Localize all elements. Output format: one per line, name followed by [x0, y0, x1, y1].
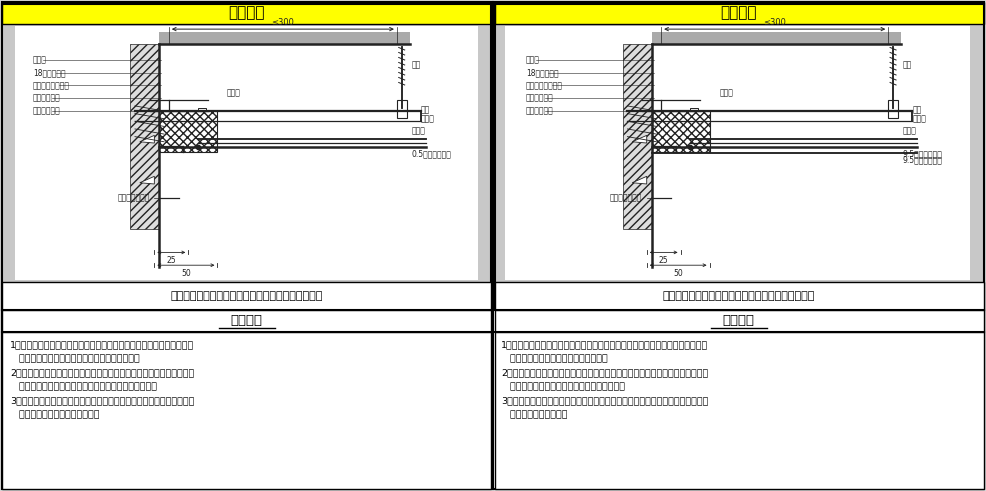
Bar [2, 2, 491, 24]
Bar [622, 45, 652, 229]
Bar [888, 100, 898, 118]
Bar [396, 100, 406, 118]
Polygon shape [632, 176, 647, 184]
Text: 边龙骨: 边龙骨 [719, 88, 733, 98]
Text: 边龙骨: 边龙骨 [227, 88, 241, 98]
Bar [652, 111, 710, 152]
Bar [495, 4, 984, 310]
Text: 0.5厚纸面石膏板: 0.5厚纸面石膏板 [411, 149, 452, 158]
Text: 补，石膏线条与石膏板连接处使用绷带加强；: 补，石膏线条与石膏板连接处使用绷带加强； [501, 382, 625, 391]
Text: 直接施工涂料: 直接施工涂料 [526, 107, 554, 115]
Text: 9.5厚纸面石膏板: 9.5厚纸面石膏板 [903, 155, 943, 164]
Text: 表面不做粉刷: 表面不做粉刷 [34, 94, 61, 103]
Text: 主龙骨: 主龙骨 [421, 115, 435, 124]
Bar [495, 310, 984, 332]
Text: 单层石膏板吊顶与涂料、壁纸墙面处凹槽做法（一）: 单层石膏板吊顶与涂料、壁纸墙面处凹槽做法（一） [171, 291, 322, 301]
Text: 节点详图: 节点详图 [228, 5, 265, 21]
Text: 直接施工涂料: 直接施工涂料 [34, 107, 61, 115]
Text: 木龙骨: 木龙骨 [526, 55, 540, 64]
Text: 3、细木工板基层不与石膏线条紧触部位涂刷防火涂料，使用地板钉固定: 3、细木工板基层不与石膏线条紧触部位涂刷防火涂料，使用地板钉固定 [10, 396, 194, 405]
Bar [198, 108, 206, 118]
Text: 定制高级石膏线条: 定制高级石膏线条 [526, 81, 563, 90]
Text: 双层石膏板吊顶与涂料、壁纸墙面处凹槽做法（二）: 双层石膏板吊顶与涂料、壁纸墙面处凹槽做法（二） [663, 291, 814, 301]
Text: 木枕必须防腐液浸泡。: 木枕必须防腐液浸泡。 [501, 410, 568, 419]
Text: 3、细木工板基层不与石膏线条紧触部位涂刷防火涂料，使用地板钉固定在墙面，: 3、细木工板基层不与石膏线条紧触部位涂刷防火涂料，使用地板钉固定在墙面， [501, 396, 708, 405]
Text: 1、石膏线条成品一定要求使用椿石膏粉制作的商品质石膏线条，确保石膏线条不: 1、石膏线条成品一定要求使用椿石膏粉制作的商品质石膏线条，确保石膏线条不 [501, 340, 708, 349]
Text: 9.5厚纸面石膏板: 9.5厚纸面石膏板 [903, 149, 943, 158]
Text: ≤300: ≤300 [763, 18, 786, 27]
Bar [495, 332, 984, 489]
Bar [652, 32, 901, 45]
Polygon shape [140, 136, 155, 143]
Text: 室内墙体完成面: 室内墙体完成面 [609, 193, 642, 203]
Bar [495, 282, 984, 310]
Text: 1、石膏线条成品一定要求使用椿石膏粉制作的商品质石膏线条，确保石: 1、石膏线条成品一定要求使用椿石膏粉制作的商品质石膏线条，确保石 [10, 340, 194, 349]
Text: 主龙骨: 主龙骨 [912, 115, 926, 124]
Bar [495, 2, 984, 24]
Text: 定制高级石膏线条: 定制高级石膏线条 [34, 81, 70, 90]
Text: 部打磨修补，石膏线条与石膏板连接处使用绷带加强；: 部打磨修补，石膏线条与石膏板连接处使用绷带加强； [10, 382, 157, 391]
Text: 50: 50 [673, 269, 683, 278]
Text: 2、石膏线条使用粘结石膏粘贴在细木工板基层上，接口及转角处进行局: 2、石膏线条使用粘结石膏粘贴在细木工板基层上，接口及转角处进行局 [10, 368, 194, 377]
Text: 室内墙体完成面: 室内墙体完成面 [117, 193, 150, 203]
Text: 50: 50 [181, 269, 190, 278]
Bar [159, 111, 217, 152]
Text: 节点详图: 节点详图 [720, 5, 756, 21]
Bar [159, 32, 410, 45]
Text: 做法说明: 做法说明 [231, 315, 262, 327]
Text: 中龙骨: 中龙骨 [903, 126, 917, 135]
Bar [130, 45, 159, 229]
Bar [505, 26, 970, 280]
Text: 中龙骨: 中龙骨 [411, 126, 425, 135]
Text: 吊件: 吊件 [912, 106, 922, 115]
Text: 25: 25 [659, 256, 669, 266]
Bar [15, 26, 478, 280]
Bar [2, 310, 491, 332]
Polygon shape [632, 136, 647, 143]
Bar [2, 282, 491, 310]
Text: 25: 25 [167, 256, 176, 266]
Text: 2、石膏线条使用粘结石膏粘贴在细木工板基层上，接口及转角处进行局部打磨修: 2、石膏线条使用粘结石膏粘贴在细木工板基层上，接口及转角处进行局部打磨修 [501, 368, 708, 377]
Text: 18厚细木工板: 18厚细木工板 [34, 68, 66, 77]
Bar [690, 108, 698, 118]
Text: 18厚细木工板: 18厚细木工板 [526, 68, 559, 77]
Text: 在墙面，木枕必须防腐液浸泡。: 在墙面，木枕必须防腐液浸泡。 [10, 410, 100, 419]
Bar [495, 24, 984, 310]
Text: 做法说明: 做法说明 [723, 315, 754, 327]
Text: 吊件: 吊件 [421, 106, 430, 115]
Text: ≤300: ≤300 [271, 18, 294, 27]
Bar [2, 24, 491, 310]
Bar [2, 4, 491, 310]
Polygon shape [140, 176, 155, 184]
Text: 需要找补腻子，可以直接涂刷乳胶漆；: 需要找补腻子，可以直接涂刷乳胶漆； [501, 354, 607, 363]
Text: 表面不做粉刷: 表面不做粉刷 [526, 94, 554, 103]
Text: 木龙骨: 木龙骨 [34, 55, 47, 64]
Bar [2, 332, 491, 489]
Text: 膏线条不需要找补腻子，可以直接涂刷乳胶漆；: 膏线条不需要找补腻子，可以直接涂刷乳胶漆； [10, 354, 140, 363]
Text: 吊筋: 吊筋 [411, 60, 421, 69]
Text: 吊筋: 吊筋 [903, 60, 912, 69]
